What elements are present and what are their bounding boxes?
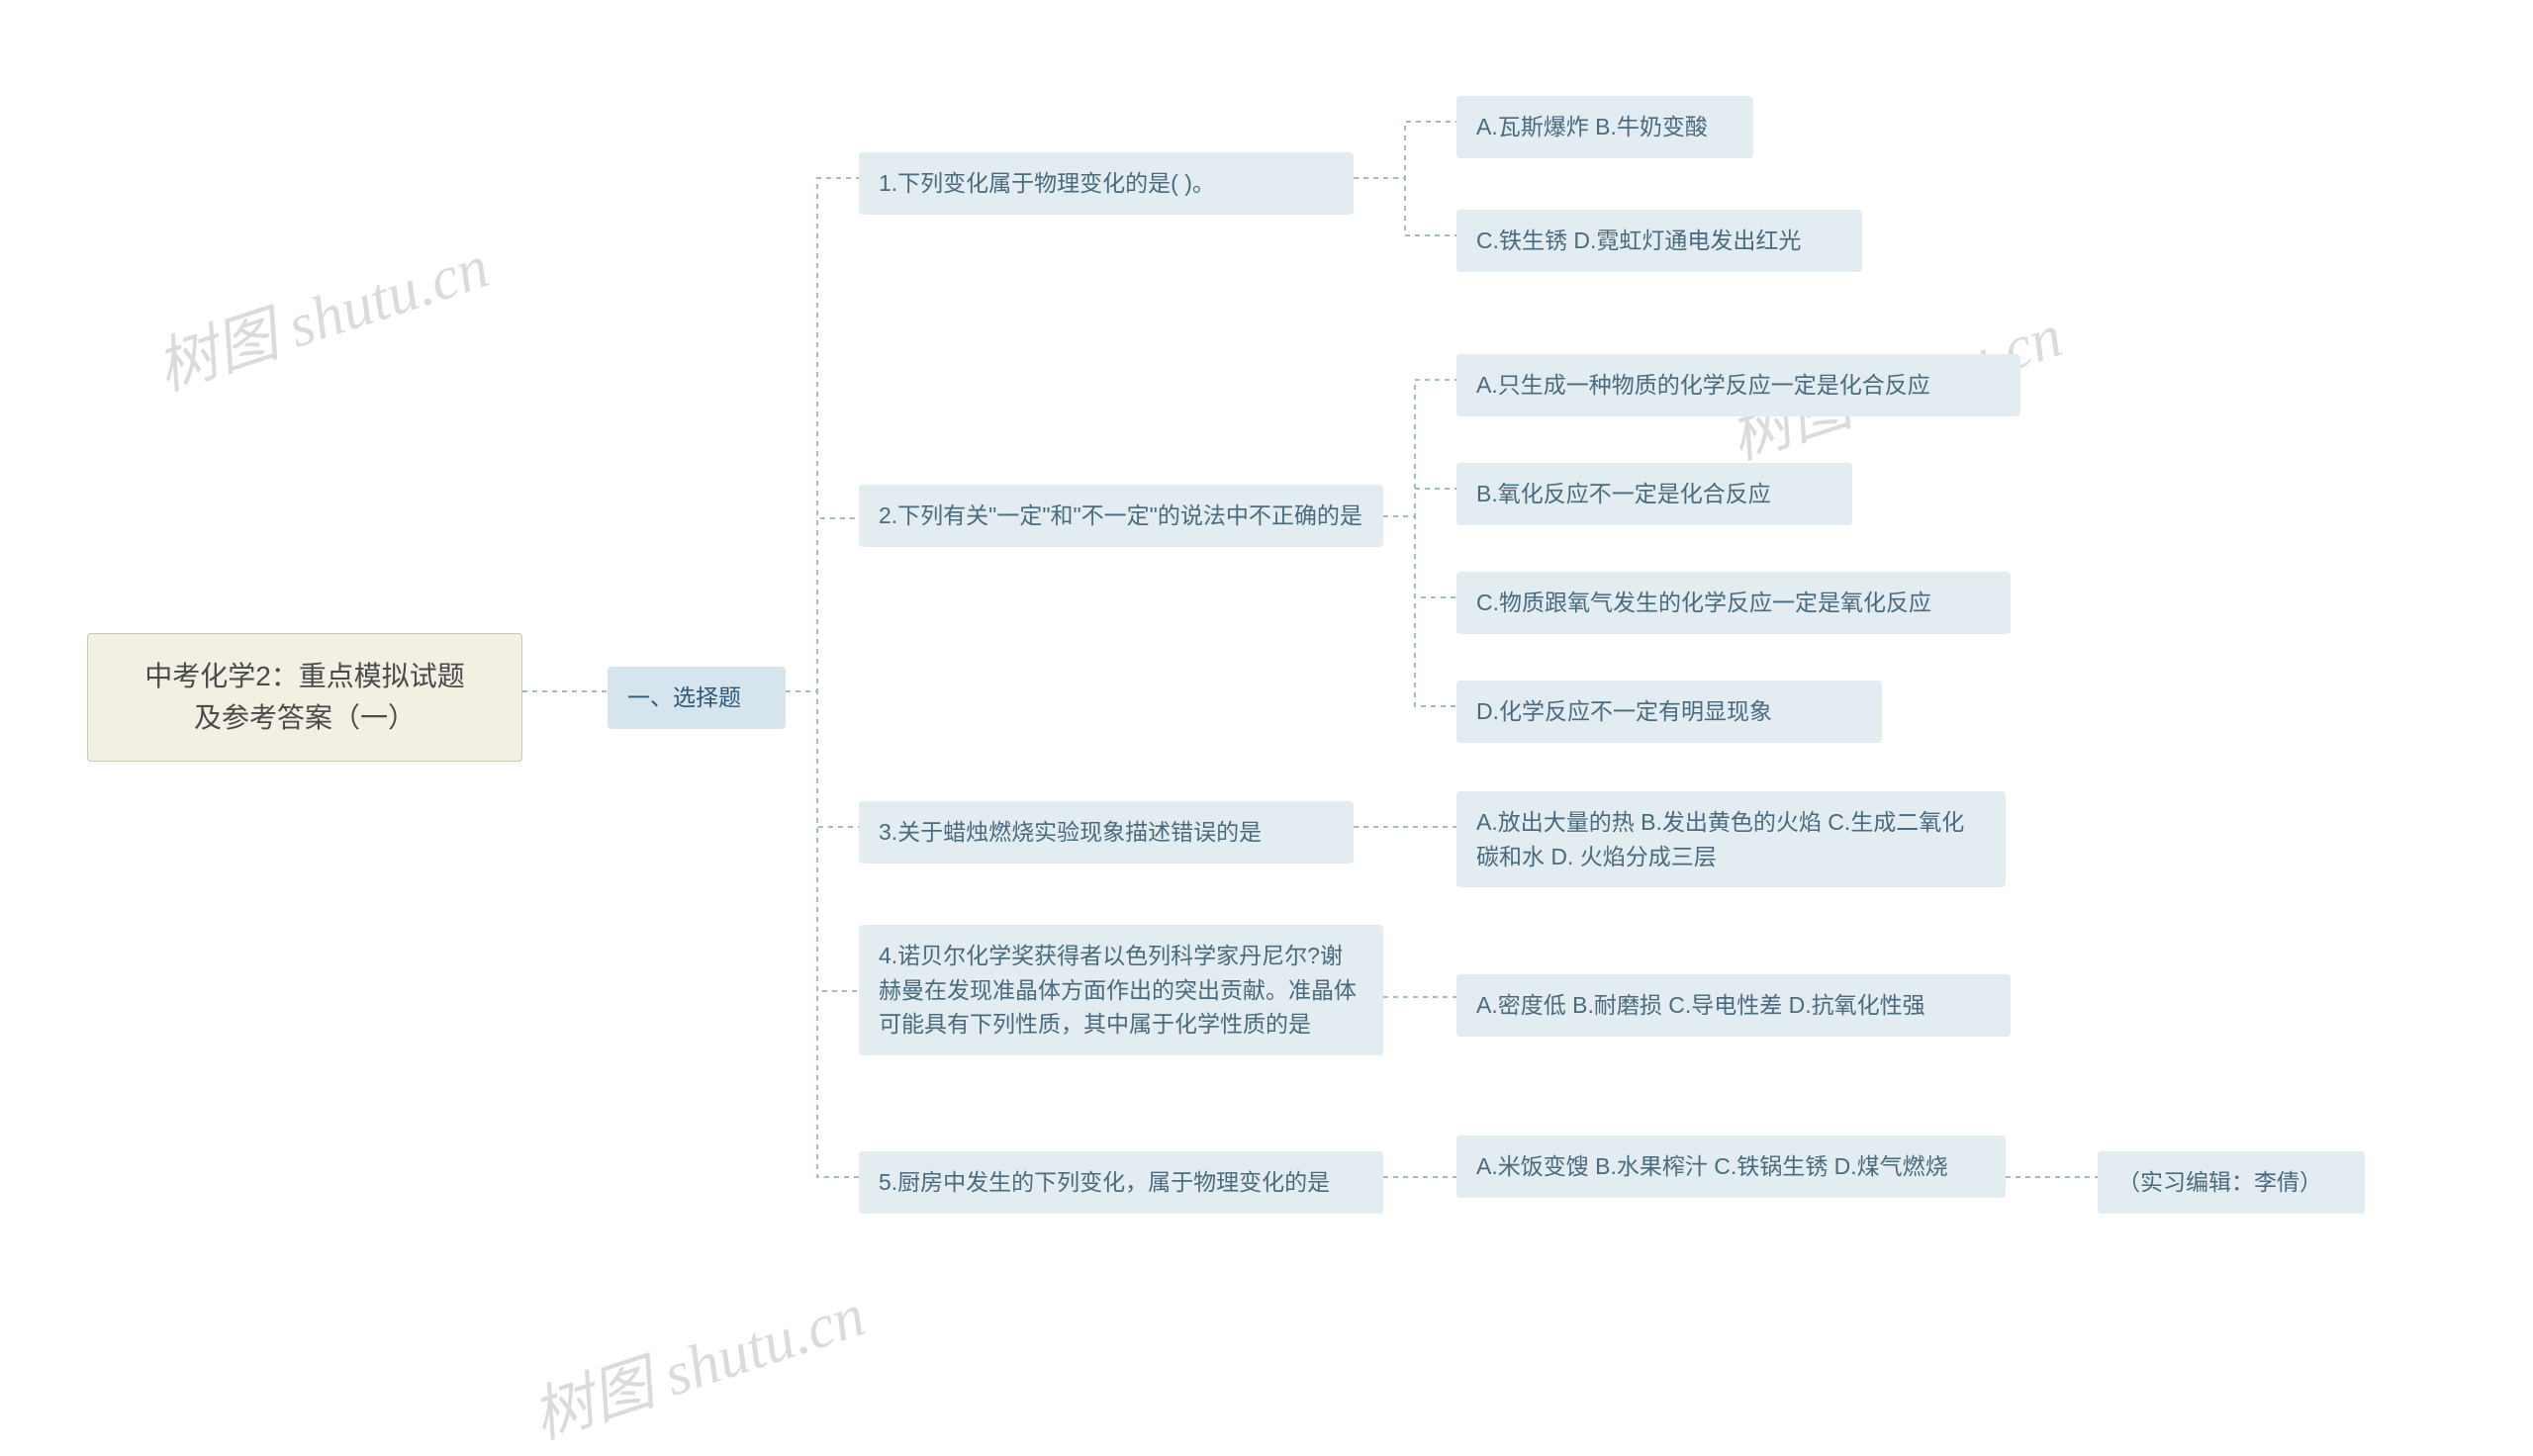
root-title-line1: 中考化学2：重点模拟试题 bbox=[144, 661, 465, 691]
question-2-option-d: D.化学反应不一定有明显现象 bbox=[1456, 681, 1882, 743]
question-4: 4.诺贝尔化学奖获得者以色列科学家丹尼尔?谢赫曼在发现准晶体方面作出的突出贡献。… bbox=[859, 925, 1383, 1055]
root-title-line2: 及参考答案（一） bbox=[194, 702, 416, 733]
question-3: 3.关于蜡烛燃烧实验现象描述错误的是 bbox=[859, 801, 1354, 864]
question-5-options: A.米饭变馊 B.水果榨汁 C.铁锅生锈 D.煤气燃烧 bbox=[1456, 1136, 2006, 1198]
watermark-3: 树图 shutu.cn bbox=[519, 1264, 875, 1455]
question-1: 1.下列变化属于物理变化的是( )。 bbox=[859, 152, 1354, 215]
section-node: 一、选择题 bbox=[608, 667, 786, 729]
question-1-option-ab: A.瓦斯爆炸 B.牛奶变酸 bbox=[1456, 96, 1753, 158]
question-2-option-c: C.物质跟氧气发生的化学反应一定是氧化反应 bbox=[1456, 572, 2011, 634]
editor-credit: （实习编辑：李倩） bbox=[2098, 1151, 2365, 1214]
question-4-options: A.密度低 B.耐磨损 C.导电性差 D.抗氧化性强 bbox=[1456, 974, 2011, 1037]
root-node: 中考化学2：重点模拟试题 及参考答案（一） bbox=[87, 633, 522, 762]
watermark-1: 树图 shutu.cn bbox=[143, 216, 499, 407]
question-5: 5.厨房中发生的下列变化，属于物理变化的是 bbox=[859, 1151, 1383, 1214]
question-1-option-cd: C.铁生锈 D.霓虹灯通电发出红光 bbox=[1456, 210, 1862, 272]
question-2-option-a: A.只生成一种物质的化学反应一定是化合反应 bbox=[1456, 354, 2020, 416]
question-2-option-b: B.氧化反应不一定是化合反应 bbox=[1456, 463, 1852, 525]
question-2: 2.下列有关"一定"和"不一定"的说法中不正确的是 bbox=[859, 485, 1383, 547]
question-3-options: A.放出大量的热 B.发出黄色的火焰 C.生成二氧化碳和水 D. 火焰分成三层 bbox=[1456, 791, 2006, 887]
